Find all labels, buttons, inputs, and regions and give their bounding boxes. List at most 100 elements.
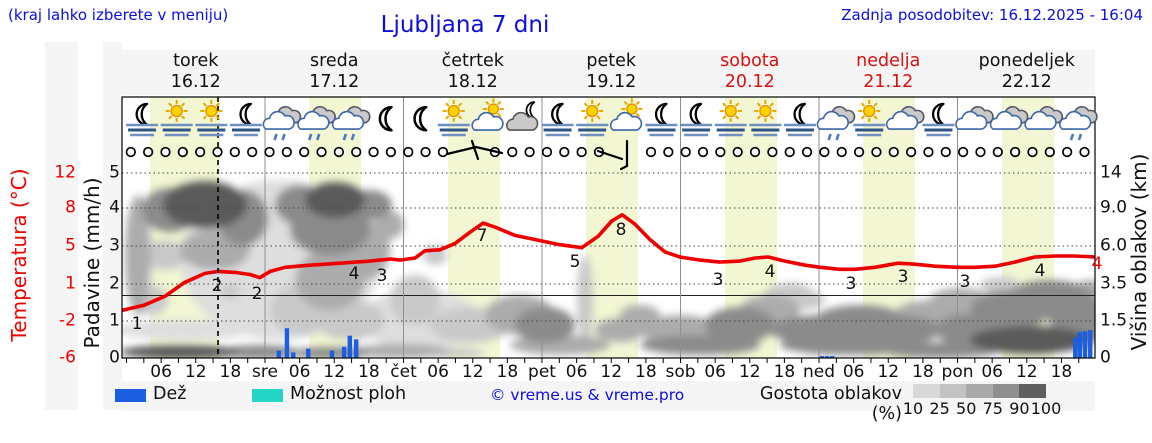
cloud-base-marker (819, 146, 830, 158)
temperature-curve (122, 213, 1095, 313)
cloud-base-marker (801, 146, 813, 158)
x-axis-label: 18 (912, 362, 934, 382)
weather-icon-moon (378, 105, 393, 132)
cloud-base-marker (420, 146, 431, 158)
weather-icon-moon (413, 105, 428, 132)
cloud-base-marker (333, 146, 345, 158)
temp-value-label: 5 (569, 252, 581, 272)
day-header-name: torek (173, 51, 219, 71)
cloud-base-marker (507, 146, 518, 158)
weather-icon-sun-fog (576, 100, 609, 137)
weather-icon-sun-fog (749, 100, 782, 137)
x-axis-label: 18 (219, 362, 242, 382)
x-axis-label: 18 (358, 362, 380, 382)
temp-value-label: 7 (476, 226, 488, 246)
cloud-base-marker (853, 146, 865, 158)
weather-icon-cloud (955, 105, 994, 130)
cloud-base-marker (663, 146, 674, 158)
weather-icon-rain-cloud (816, 105, 856, 141)
weather-icon-moon-fog (922, 102, 955, 137)
day-header-name: ponedeljek (978, 51, 1075, 71)
weather-icon-rain-cloud (1059, 105, 1098, 141)
precip-tick: 1 (109, 310, 120, 331)
x-axis-label: 06 (842, 362, 865, 382)
x-axis-label: sob (665, 362, 696, 382)
x-axis-label: 18 (1050, 362, 1073, 382)
cloud-base-marker (142, 146, 154, 158)
cloud-base-marker (784, 146, 795, 158)
showers-legend-swatch (252, 389, 283, 402)
cloud-base-marker (975, 146, 986, 158)
x-axis-label: 12 (600, 362, 623, 382)
day-header-date: 18.12 (447, 72, 498, 92)
weather-icon-moon-fog (126, 102, 159, 137)
weather-icon-cloud (885, 105, 925, 130)
cloud-height-tick: 0 (1100, 347, 1111, 368)
temp-value-label: 2 (211, 276, 223, 296)
x-axis-label: 18 (773, 362, 796, 382)
cloud-base-marker (264, 146, 275, 158)
cloud-density-gradient-step (966, 384, 993, 398)
cloud-base-marker (715, 146, 726, 158)
cloud-base-marker (749, 146, 761, 158)
precip-tick: 0 (109, 347, 120, 368)
temp-value-label: 3 (897, 267, 909, 287)
x-axis-label: 12 (184, 362, 207, 382)
cloud-density-gradient (913, 384, 1046, 398)
day-header-date: 20.12 (724, 72, 775, 92)
temp-value-label: 8 (615, 220, 627, 240)
cloud-base-marker (767, 146, 778, 158)
rain-legend-swatch (115, 389, 146, 402)
cloud-base-marker (368, 146, 379, 158)
day-header-name: sobota (720, 51, 780, 71)
x-axis-label: 06 (288, 362, 311, 382)
x-axis-label: čet (390, 362, 417, 382)
bg-strip-temp-axis (45, 42, 78, 410)
cloud-base-marker (316, 146, 327, 158)
cloud-base-marker (195, 146, 206, 158)
weather-icon-rain-cloud (331, 105, 371, 141)
rain-bars (276, 328, 1093, 358)
precip-tick: 3 (109, 235, 120, 256)
cloud-base-marker (125, 146, 136, 158)
day-header-name: sreda (309, 51, 359, 71)
plot-frame (121, 96, 1096, 359)
x-axis-label: 12 (877, 362, 900, 382)
temp-value-label: 3 (959, 272, 971, 292)
weather-icon-moon-fog (645, 102, 678, 137)
bg-strip-day-header (122, 50, 1095, 95)
cloud-base-marker (1044, 146, 1055, 158)
cloud-base-marker (541, 146, 553, 158)
cloud-base-marker (351, 146, 362, 158)
temp-tick: -6 (59, 347, 76, 368)
day-header-date: 17.12 (309, 72, 360, 92)
temp-value-label: 4 (764, 262, 776, 282)
cloud-base-marker (697, 146, 709, 158)
day-header-name: petek (586, 51, 637, 71)
temp-value-label: 3 (845, 274, 857, 294)
copyright-link[interactable]: © vreme.us & vreme.pro (490, 386, 685, 404)
cloud-base-marker (1009, 146, 1021, 158)
day-header-date: 16.12 (170, 72, 221, 92)
cloud-base-marker (680, 146, 691, 158)
last-update-text: Zadnja posodobitev: 16.12.2025 - 16:04 (841, 6, 1143, 24)
x-axis-label: 12 (461, 362, 484, 382)
cloud-base-marker (403, 146, 414, 158)
weather-icon-cloud (989, 105, 1029, 130)
cloud-base-marker (281, 146, 293, 158)
x-axis-label: 06 (150, 362, 172, 382)
weather-icon-sun-cloud (471, 98, 504, 131)
x-axis-label: 12 (323, 362, 346, 382)
day-header-date: 19.12 (586, 72, 637, 92)
x-axis-label: 06 (565, 362, 588, 382)
weather-icon-sun-fog (714, 100, 747, 137)
weather-icon-sun-cloud (609, 98, 643, 131)
cloud-base-marker (1062, 146, 1073, 158)
temp-value-label: 3 (376, 266, 388, 286)
precip-tick: 4 (109, 197, 120, 218)
cloud-density-legend-label: Gostota oblakov (%) (759, 384, 902, 424)
x-axis-label: 12 (738, 362, 761, 382)
cloud-height-tick: 9.0 (1100, 197, 1128, 218)
